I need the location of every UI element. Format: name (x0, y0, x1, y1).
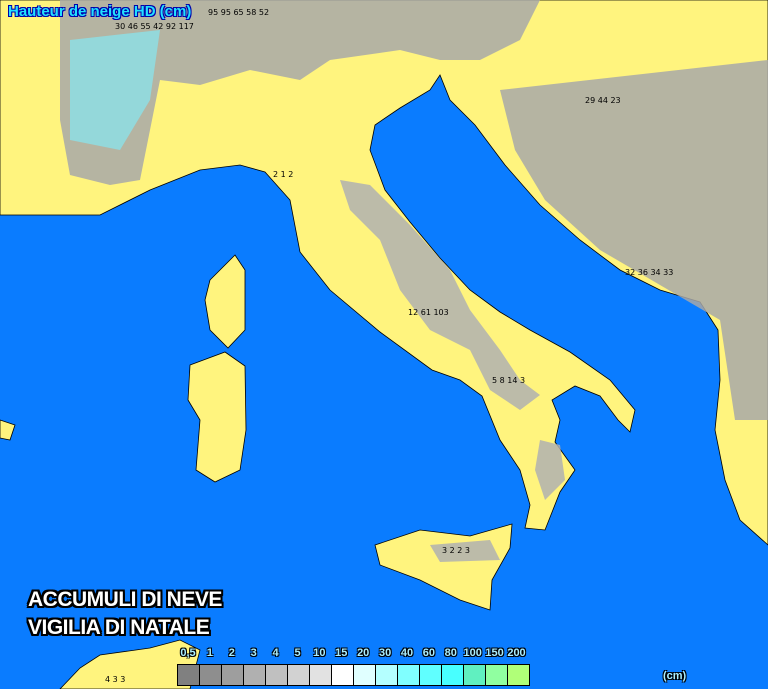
balkan-snow (500, 60, 768, 420)
legend-label: 200 (507, 647, 526, 659)
legend-swatch (354, 665, 376, 685)
calabria-snow (535, 440, 565, 500)
caption-line-1: ACCUMULI DI NEVE (28, 588, 222, 611)
legend-swatch (222, 665, 244, 685)
legend-unit: (cm) (663, 670, 687, 682)
legend-label: 20 (357, 647, 370, 659)
legend-swatch (398, 665, 420, 685)
sicily (374, 523, 513, 611)
legend-swatch (310, 665, 332, 685)
grid-value: 32 36 34 33 (625, 268, 674, 277)
apennines-snow (340, 180, 540, 410)
grid-value: 12 61 103 (408, 308, 449, 317)
legend-swatch (266, 665, 288, 685)
caption-line-2: VIGILIA DI NATALE (28, 616, 210, 639)
legend-label: 150 (485, 647, 504, 659)
grid-value: 30 46 55 42 92 117 (115, 22, 194, 31)
legend-swatch (464, 665, 486, 685)
legend-swatch (420, 665, 442, 685)
legend-swatch (332, 665, 354, 685)
legend-label: 10 (313, 647, 326, 659)
legend-label: 15 (335, 647, 348, 659)
west-islet (0, 419, 16, 441)
grid-value: 95 95 65 58 52 (208, 8, 270, 17)
legend-label: 4 (272, 647, 279, 659)
legend-swatch (200, 665, 222, 685)
legend-swatch (486, 665, 508, 685)
legend-label: 40 (400, 647, 414, 659)
corsica (204, 254, 246, 349)
legend-swatch (288, 665, 310, 685)
legend-label: 100 (463, 647, 482, 659)
legend-label: 80 (444, 647, 457, 659)
map-title: Hauteur de neige HD (cm) (8, 3, 192, 20)
legend-label: 5 (294, 647, 301, 659)
legend-label: 2 (228, 647, 235, 659)
grid-value: 29 44 23 (585, 96, 621, 105)
alps-snow-high (70, 30, 160, 150)
grid-value: 2 1 2 (273, 170, 294, 179)
legend-swatch (376, 665, 398, 685)
legend-swatch (244, 665, 266, 685)
legend-label: 0,5 (180, 647, 196, 659)
color-legend (177, 664, 530, 686)
grid-value: 3 2 2 3 (442, 546, 470, 555)
legend-label: 3 (250, 647, 257, 659)
legend-label: 30 (378, 647, 392, 659)
legend-swatch (178, 665, 200, 685)
grid-value: 5 8 14 3 (492, 376, 526, 385)
legend-swatch (442, 665, 464, 685)
legend-label: 60 (422, 647, 436, 659)
sicily-snow (430, 540, 500, 562)
snow-cover (60, 0, 768, 562)
alps-snow (60, 0, 540, 185)
legend-label: 1 (206, 647, 213, 659)
sardinia (187, 351, 247, 483)
grid-value: 4 3 3 (105, 675, 126, 684)
legend-swatch (508, 665, 529, 685)
